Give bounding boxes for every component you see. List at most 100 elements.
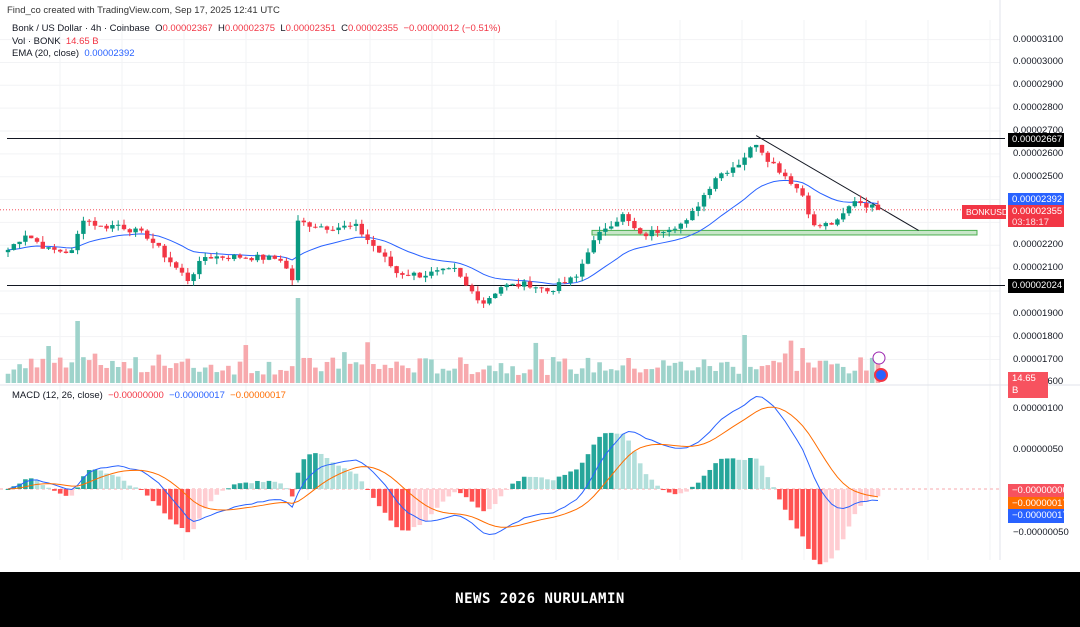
candle-body — [156, 242, 161, 246]
volume-bar — [487, 365, 492, 383]
macd-histogram-bar — [452, 489, 457, 493]
macd-histogram-bar — [191, 489, 196, 530]
macd-histogram-bar — [376, 489, 382, 507]
candle-body — [632, 221, 637, 229]
macd-histogram-bar — [713, 463, 718, 489]
macd-histogram-bar — [672, 489, 678, 495]
macd-histogram-bar — [487, 489, 492, 510]
macd-line — [7, 396, 879, 535]
candle-body — [98, 225, 103, 227]
volume-bar — [417, 358, 423, 383]
high-label: H — [217, 23, 225, 34]
candle-body — [133, 228, 138, 233]
macd-histogram-bar — [626, 440, 631, 489]
candle-body — [759, 144, 765, 153]
volume-bar — [5, 373, 11, 383]
macd-histogram-bar — [324, 458, 330, 489]
candle-body — [330, 229, 335, 231]
candle-body — [174, 262, 179, 268]
volume-bar — [806, 362, 811, 383]
candle-body — [481, 300, 486, 304]
macd-histogram-bar — [208, 489, 214, 502]
credit-text: Find_co created with TradingView.com, Se… — [7, 5, 280, 16]
volume-bar — [823, 360, 829, 383]
candle-body — [40, 241, 45, 249]
macd-histogram-bar — [603, 433, 608, 489]
macd-histogram-bar — [864, 489, 869, 502]
macd-label: MACD (12, 26, close) — [12, 390, 103, 401]
macd-histogram-bar — [371, 489, 376, 498]
symbol-tag: BONKUSD — [962, 205, 1008, 219]
macd-histogram-bar — [57, 489, 63, 494]
chart-canvas[interactable] — [0, 0, 1080, 572]
candle-body — [261, 254, 266, 260]
macd-histogram-bar — [231, 484, 237, 489]
candle-body — [719, 173, 724, 179]
volume-bar — [17, 364, 22, 383]
macd-histogram-bar — [649, 479, 655, 489]
macd-histogram-bar — [115, 476, 121, 489]
candle-body — [765, 152, 770, 162]
volume-bar — [614, 370, 620, 383]
macd-histogram-bar — [144, 489, 150, 496]
volume-bar — [301, 357, 307, 383]
candle-body — [52, 247, 57, 250]
candle-body — [516, 283, 521, 287]
candle-body — [417, 272, 422, 278]
volume-bar — [173, 363, 179, 383]
macd-histogram-bar — [753, 458, 759, 489]
volume-bar — [701, 359, 707, 383]
candle-body — [197, 260, 202, 275]
support-zone — [591, 229, 978, 236]
volume-bar — [46, 346, 51, 383]
close-label: C — [341, 23, 348, 34]
macd-histogram-bar — [202, 489, 208, 509]
volume-bar — [840, 366, 846, 383]
candle-body — [875, 204, 881, 210]
macd-line-tag: −0.00000017 — [1008, 509, 1068, 523]
candle-body — [464, 276, 469, 286]
volume-bar — [208, 364, 214, 383]
macd-histogram-bar — [266, 480, 272, 489]
macd-histogram-bar — [260, 482, 266, 489]
candle-body — [324, 226, 330, 230]
candle-body — [748, 147, 753, 158]
candle-body — [249, 258, 254, 261]
price-axis-label: 0.00002600 — [1013, 147, 1064, 159]
volume-bar — [858, 357, 863, 383]
candle-body — [487, 298, 492, 304]
candle-body — [713, 178, 718, 189]
macd-histogram-bar — [858, 489, 863, 506]
macd-histogram-bar — [17, 483, 22, 489]
volume-bar — [736, 373, 742, 383]
volume-bar — [266, 361, 272, 383]
volume-bar — [289, 366, 295, 383]
candle-body — [266, 255, 272, 260]
candle-body — [81, 220, 86, 234]
volume-legend: Vol · BONK 14.65 B — [12, 36, 99, 47]
candle-body — [794, 183, 799, 189]
volume-bar — [835, 363, 840, 383]
candle-body — [649, 230, 654, 237]
macd-histogram-bar — [533, 476, 539, 489]
candle-body — [17, 241, 22, 245]
close-value: 0.00002355 — [347, 23, 399, 34]
volume-bar — [40, 358, 46, 383]
volume-bar — [585, 357, 591, 383]
volume-bar — [811, 367, 817, 383]
volume-bar — [742, 335, 747, 383]
macd-histogram-bar — [869, 489, 875, 498]
volume-bar — [446, 370, 452, 383]
volume-bar — [75, 321, 80, 383]
volume-bar — [626, 358, 631, 383]
volume-bar — [336, 368, 341, 383]
candle-body — [255, 254, 260, 261]
volume-bar — [202, 367, 208, 383]
candle-body — [46, 247, 51, 249]
volume-bar — [695, 367, 701, 383]
candle-body — [214, 256, 219, 259]
macd-histogram-bar — [417, 489, 423, 526]
candle-body — [23, 235, 28, 242]
macd-histogram-bar — [394, 489, 399, 528]
macd-histogram-bar — [469, 489, 475, 502]
